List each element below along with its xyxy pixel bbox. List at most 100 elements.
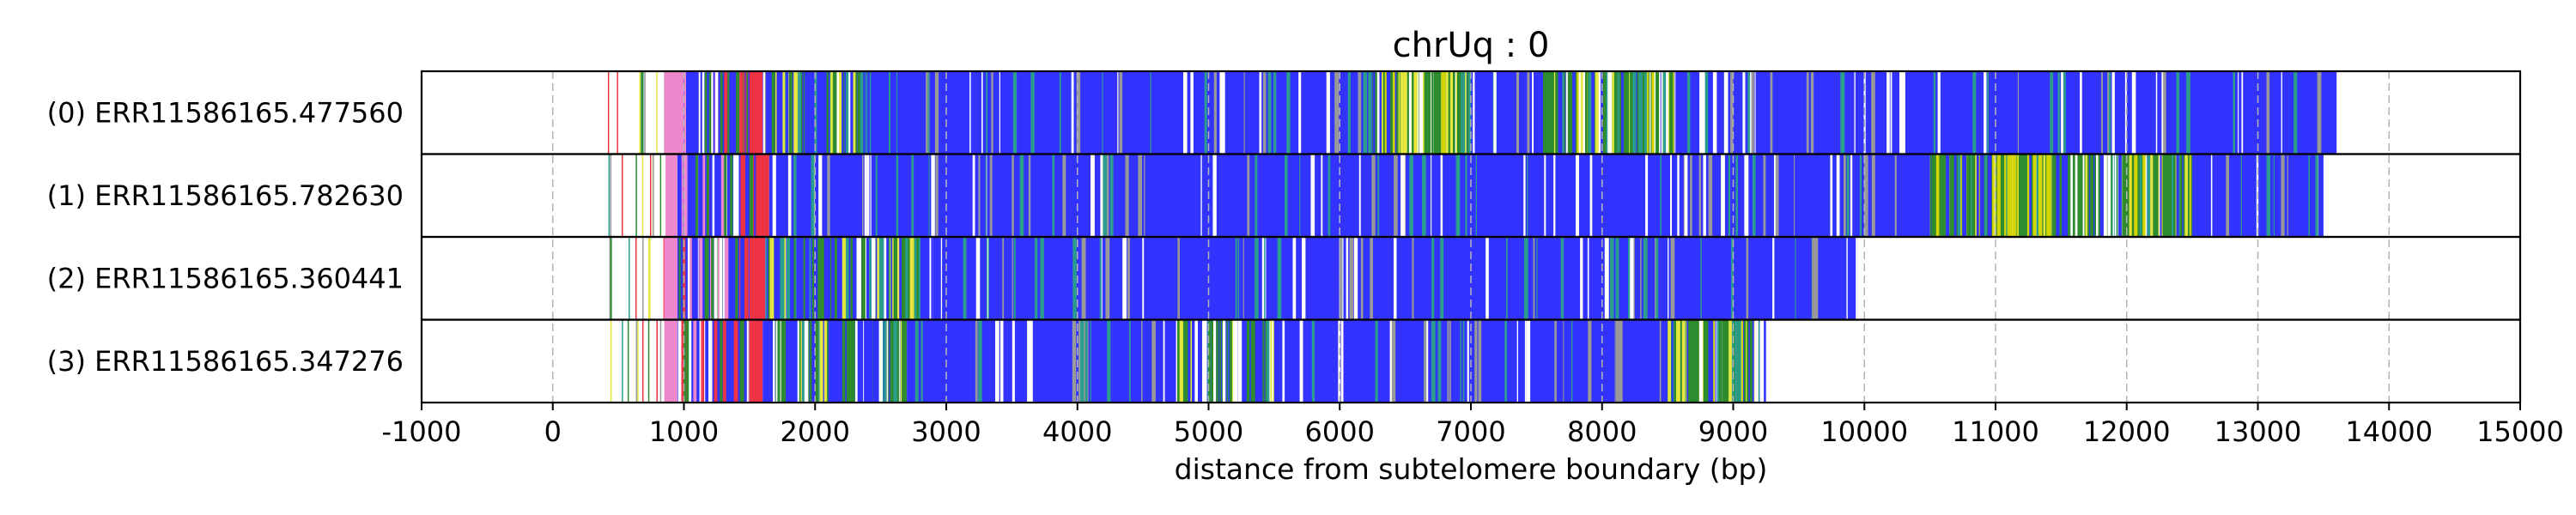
read-mark — [1030, 71, 1035, 154]
read-mark — [1190, 319, 1192, 403]
read-mark — [864, 154, 867, 237]
read-mark — [1413, 71, 1418, 154]
read-mark — [1775, 154, 1779, 237]
read-mark — [1474, 319, 1478, 403]
read-mark — [2281, 154, 2285, 237]
read-mark — [1375, 71, 1377, 154]
read-mark — [1646, 71, 1649, 154]
read-mark — [777, 319, 781, 403]
read-mark — [1844, 154, 1846, 237]
read-mark — [1358, 154, 1361, 237]
read-mark — [888, 237, 891, 320]
read-mark — [683, 319, 687, 403]
read-mark — [729, 237, 734, 320]
read-mark — [1419, 71, 1423, 154]
read-mark — [1744, 154, 1749, 237]
read-mark — [1727, 319, 1729, 403]
read-mark — [1526, 319, 1531, 403]
read-mark — [862, 237, 866, 320]
read-mark — [1260, 319, 1265, 403]
read-mark — [1523, 154, 1526, 237]
read-mark — [1536, 237, 1538, 320]
read-mark — [1431, 237, 1435, 320]
read-mark — [1941, 154, 1946, 237]
read-mark — [739, 319, 744, 403]
read-mark — [898, 319, 901, 403]
read-mark — [2317, 71, 2322, 154]
read-mark — [832, 71, 837, 154]
read-mark — [704, 71, 708, 154]
read-mark — [2233, 71, 2235, 154]
read-mark — [830, 71, 834, 154]
read-mark — [806, 237, 808, 320]
read-mark — [1588, 319, 1592, 403]
read-mark — [852, 319, 855, 403]
read-mark — [1478, 319, 1482, 403]
read-mark — [1830, 154, 1833, 237]
read-mark — [823, 319, 828, 403]
read-mark — [1370, 237, 1373, 320]
read-mark — [1441, 71, 1446, 154]
read-mark — [2159, 154, 2160, 237]
read-mark — [1440, 154, 1443, 237]
read-mark — [1076, 71, 1081, 154]
read-mark — [1052, 154, 1055, 237]
read-mark — [2147, 154, 2151, 237]
read-mark — [702, 319, 705, 403]
read-mark — [1937, 71, 1941, 154]
x-tick-label: 8000 — [1567, 415, 1637, 448]
read-mark — [641, 71, 644, 154]
read-mark — [724, 71, 728, 154]
read-mark — [1737, 319, 1739, 403]
read-mark — [1619, 71, 1623, 154]
read-mark — [1201, 319, 1204, 403]
read-mark — [1591, 71, 1595, 154]
read-mark — [855, 319, 858, 403]
read-mark — [2129, 154, 2132, 237]
read-mark — [1564, 71, 1567, 154]
read-mark — [1972, 71, 1977, 154]
read-mark — [1299, 154, 1301, 237]
read-mark — [1576, 154, 1579, 237]
read-mark — [978, 319, 982, 403]
x-tick-label: -1000 — [382, 415, 462, 448]
read-mark — [848, 319, 853, 403]
read-mark — [2150, 154, 2154, 237]
read-mark — [622, 154, 623, 237]
read-mark — [762, 71, 765, 154]
read-mark — [884, 319, 889, 403]
read-mark — [1034, 237, 1038, 320]
read-mark — [1992, 154, 1996, 237]
read-mark — [1752, 319, 1754, 403]
read-mark — [890, 237, 891, 320]
read-mark — [1638, 71, 1642, 154]
read-mark — [1810, 71, 1814, 154]
read-mark — [846, 71, 849, 154]
read-mark — [929, 237, 932, 320]
read-mark — [1102, 71, 1103, 154]
read-mark — [1607, 71, 1609, 154]
read-mark — [681, 237, 683, 320]
read-mark — [1142, 237, 1145, 320]
read-mark — [1431, 319, 1436, 403]
read-mark — [641, 71, 642, 154]
read-mark — [1002, 237, 1005, 320]
read-mark — [1610, 237, 1614, 320]
read-mark — [1731, 237, 1734, 320]
read-mark — [1400, 71, 1404, 154]
read-mark — [677, 319, 682, 403]
read-mark — [1620, 71, 1624, 154]
read-mark — [1750, 71, 1752, 154]
read-mark — [1655, 237, 1659, 320]
read-mark — [1376, 71, 1380, 154]
read-mark — [644, 71, 646, 154]
read-mark — [1763, 154, 1766, 237]
read-mark — [1340, 319, 1344, 403]
read-mark — [1671, 319, 1674, 403]
read-mark — [1012, 154, 1014, 237]
read-mark — [1040, 237, 1044, 320]
read-mark — [2013, 154, 2016, 237]
read-mark — [1563, 319, 1564, 403]
read-mark — [1255, 237, 1259, 320]
read-mark — [637, 319, 639, 403]
